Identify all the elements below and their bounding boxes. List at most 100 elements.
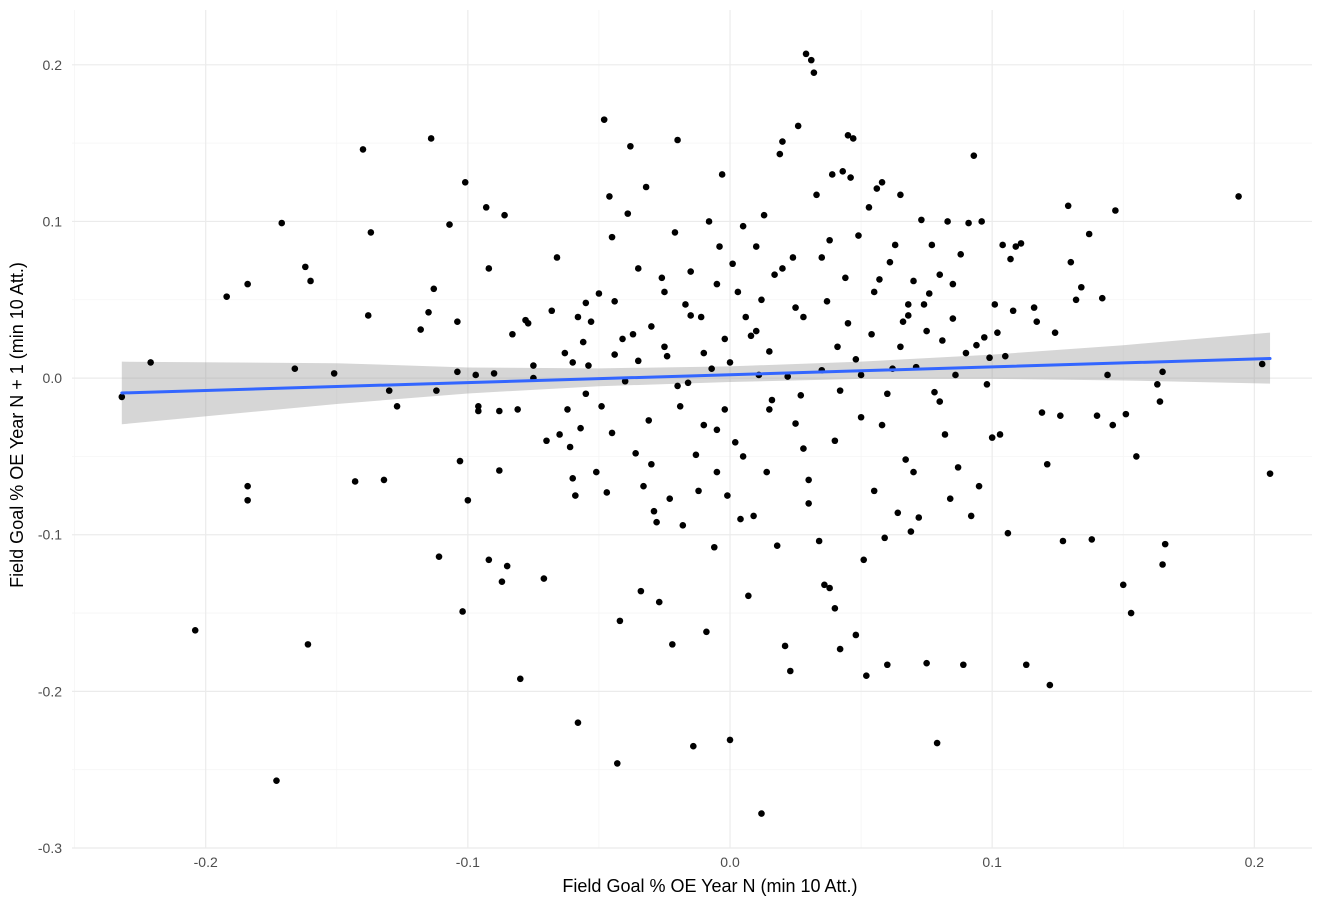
data-point [726, 736, 734, 744]
data-point [501, 211, 508, 219]
data-point [661, 343, 668, 351]
data-point [962, 349, 970, 357]
data-point [593, 468, 600, 476]
data-point [695, 487, 702, 495]
data-point [611, 298, 618, 305]
data-point [574, 719, 582, 726]
data-point [273, 777, 280, 784]
trend-line [120, 357, 1272, 395]
data-point [472, 371, 480, 379]
data-point [844, 132, 852, 139]
data-point [708, 365, 715, 373]
data-point [703, 628, 710, 636]
data-point [965, 219, 972, 227]
data-point [1109, 421, 1117, 429]
data-point [1043, 460, 1051, 468]
data-point [302, 263, 309, 271]
data-point [658, 274, 666, 282]
data-point [805, 500, 812, 507]
data-point [427, 135, 435, 142]
data-point [716, 243, 723, 250]
x-tick-label: 0.0 [720, 854, 740, 870]
x-tick-label: 0.1 [982, 854, 1002, 870]
data-point [737, 515, 744, 523]
data-point [729, 260, 736, 268]
data-point [1159, 368, 1166, 376]
data-point [1093, 412, 1101, 419]
data-point [839, 168, 847, 175]
y-tick-label: -0.2 [38, 683, 62, 699]
data-point [787, 667, 794, 675]
data-point [789, 254, 797, 261]
data-point [967, 512, 975, 520]
data-point [674, 382, 681, 390]
data-point [608, 429, 616, 437]
data-point [954, 464, 962, 471]
data-point [671, 229, 679, 236]
data-point [624, 210, 632, 217]
data-point [907, 528, 915, 535]
data-point [556, 431, 563, 438]
data-point [781, 642, 789, 650]
data-point [1051, 329, 1059, 336]
data-point [936, 398, 944, 405]
data-point [608, 233, 616, 241]
data-point [385, 387, 393, 394]
data-point [902, 456, 909, 463]
y-tick-label: 0.2 [43, 57, 63, 73]
data-point [821, 581, 828, 589]
data-point [721, 406, 729, 413]
data-point [582, 299, 590, 307]
data-point [666, 495, 674, 503]
data-point [870, 288, 878, 296]
data-point [996, 431, 1004, 438]
data-point [569, 359, 577, 366]
data-point [1067, 258, 1075, 266]
data-point [1022, 661, 1030, 669]
data-point [831, 605, 839, 612]
data-point [304, 641, 312, 648]
data-point [393, 402, 401, 410]
data-point [674, 136, 681, 144]
data-point [1258, 360, 1266, 368]
data-point [1078, 283, 1085, 291]
data-point [514, 406, 521, 413]
data-point [1046, 681, 1054, 689]
data-point [475, 407, 482, 415]
data-point [855, 232, 862, 239]
data-point [731, 439, 739, 446]
data-point [1033, 318, 1041, 326]
data-point [485, 265, 493, 272]
data-point [1156, 398, 1164, 405]
data-point [878, 179, 886, 186]
data-point [758, 810, 765, 817]
data-point [627, 142, 634, 150]
data-point [800, 313, 807, 321]
data-point [897, 191, 904, 199]
data-point [758, 296, 765, 304]
data-point [884, 661, 891, 669]
data-point [724, 492, 731, 499]
data-point [566, 443, 574, 451]
data-point [524, 319, 532, 327]
data-point [585, 362, 592, 369]
data-point [818, 254, 826, 261]
data-point [454, 368, 461, 376]
confidence-band [121, 332, 1271, 425]
data-point [797, 392, 805, 399]
data-point [844, 319, 852, 327]
data-point [886, 258, 894, 266]
data-point [810, 69, 818, 76]
data-point [836, 645, 844, 653]
data-point [923, 327, 930, 335]
data-point [569, 475, 577, 482]
data-point [574, 313, 582, 321]
data-point [852, 356, 860, 363]
data-point [1012, 243, 1020, 250]
data-point [881, 534, 888, 542]
data-point [884, 390, 891, 398]
data-point [1154, 381, 1161, 388]
data-point [946, 495, 954, 503]
data-point [1266, 470, 1274, 477]
